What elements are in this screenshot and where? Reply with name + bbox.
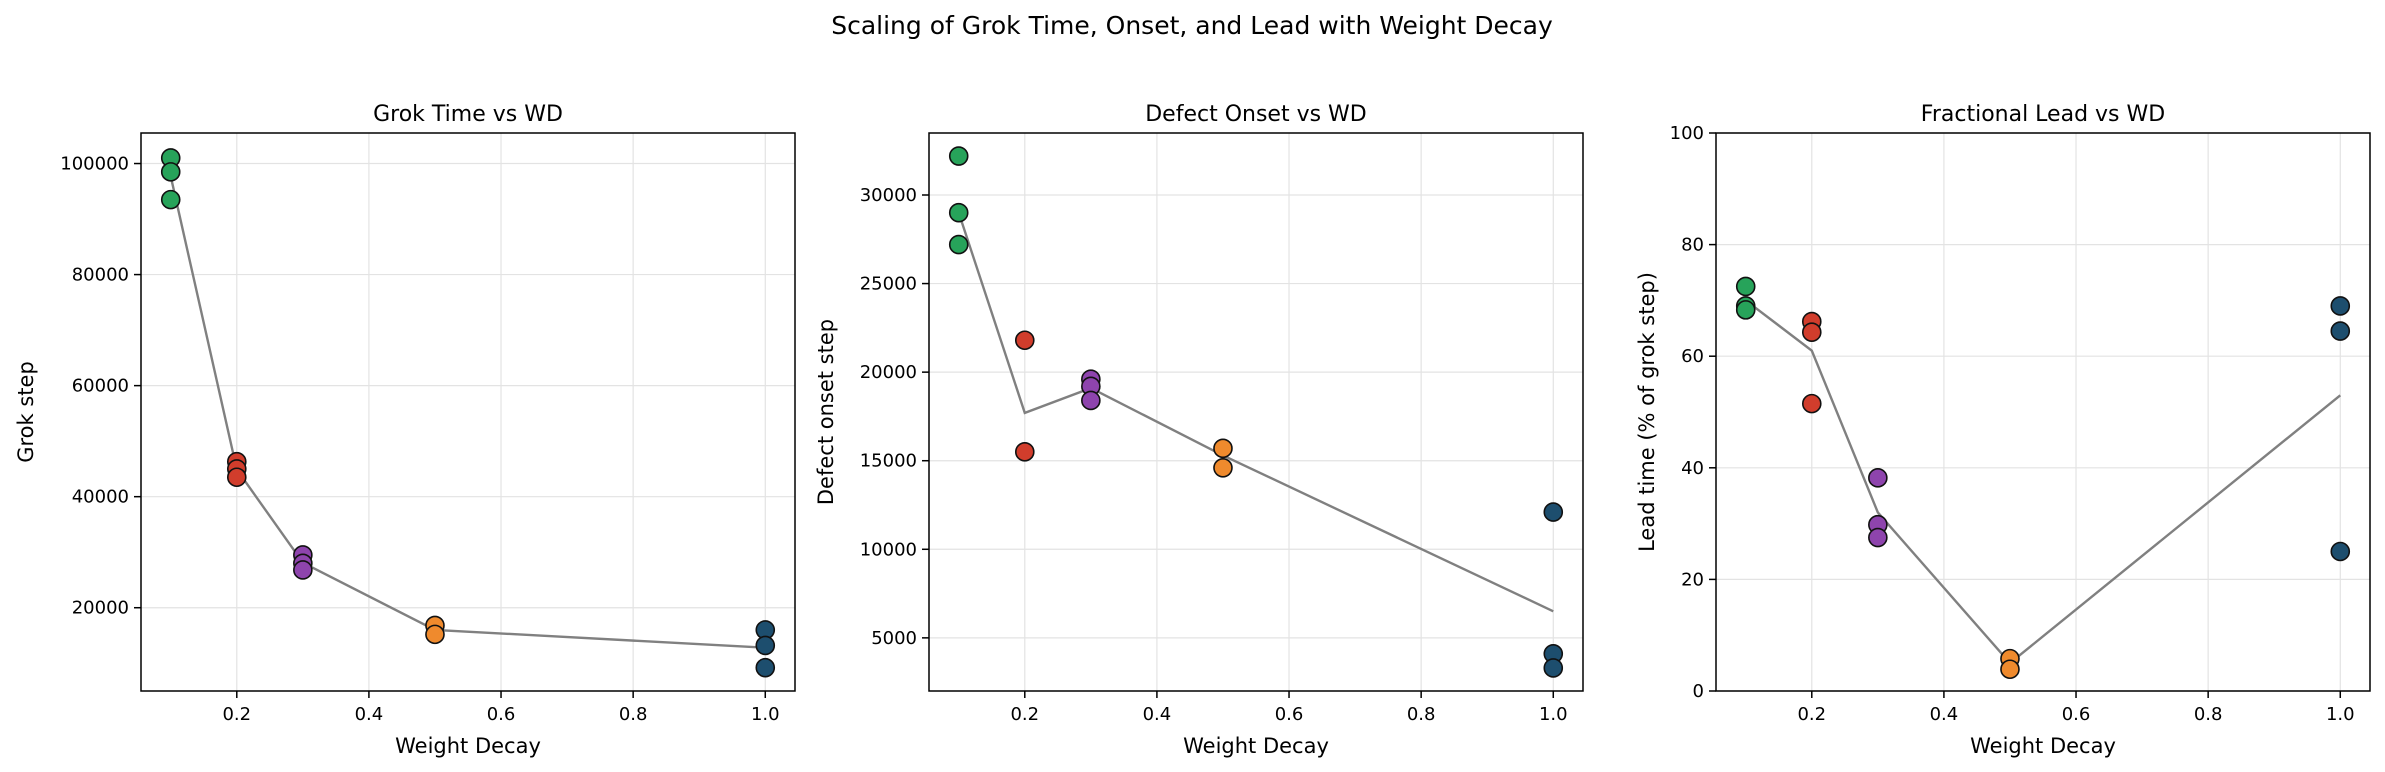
x-tick-label: 0.4 [355, 704, 384, 725]
data-point [1543, 502, 1564, 522]
x-tick-label: 0.6 [487, 704, 516, 725]
data-point [226, 467, 247, 488]
data-point [1868, 527, 1888, 548]
y-tick-label: 15000 [860, 451, 917, 472]
x-tick-label: 0.6 [2062, 704, 2091, 725]
panel-title: Grok Time vs WD [373, 102, 563, 127]
x-tick-label: 0.2 [1010, 704, 1039, 725]
y-tick-label: 20 [1681, 569, 1704, 590]
y-tick-label: 10000 [860, 539, 917, 560]
mean-trend-line [169, 176, 766, 649]
x-tick-label: 0.4 [1143, 704, 1172, 725]
data-point [2330, 541, 2351, 562]
data-point [293, 560, 313, 580]
data-point [948, 202, 969, 223]
data-point [1801, 393, 1822, 414]
y-tick-label: 80 [1681, 235, 1704, 256]
data-point [755, 635, 776, 656]
x-tick-label: 0.8 [1407, 704, 1436, 725]
x-tick-label: 0.2 [1797, 704, 1826, 725]
data-point [755, 657, 776, 678]
y-tick-label: 20000 [72, 598, 129, 619]
y-tick-label: 30000 [860, 185, 917, 206]
y-axis-label: Grok step [14, 361, 38, 463]
y-tick-label: 40 [1681, 458, 1704, 479]
axes-frame [1715, 132, 2371, 692]
data-point [1081, 390, 1101, 411]
data-point [2330, 296, 2351, 316]
x-tick-label: 0.8 [2194, 704, 2223, 725]
data-point [1014, 330, 1035, 351]
x-tick-label: 0.2 [222, 704, 251, 725]
data-point [1543, 658, 1564, 678]
y-tick-label: 20000 [860, 362, 917, 383]
data-point [2000, 659, 2020, 680]
axes-frame [140, 132, 796, 692]
data-point [160, 162, 181, 182]
y-tick-label: 80000 [72, 265, 129, 286]
data-point [1801, 322, 1822, 343]
x-tick-label: 1.0 [1539, 704, 1568, 725]
panel-2: 0.2 0.4 0.6 0.8 1.0 5000 10000 15000 20000 25000 3… [814, 102, 1584, 758]
data-point [1735, 300, 1756, 320]
data-point [425, 624, 445, 645]
x-axis-label: Weight Decay [395, 734, 541, 758]
x-tick-label: 1.0 [751, 704, 780, 725]
y-tick-label: 60000 [72, 376, 129, 397]
data-point [1213, 457, 1233, 478]
data-point [2330, 321, 2351, 341]
x-axis-label: Weight Decay [1183, 734, 1329, 758]
data-point [948, 234, 969, 255]
y-tick-label: 100 [1670, 123, 1704, 144]
axes-frame [928, 132, 1584, 692]
x-tick-label: 0.4 [1930, 704, 1959, 725]
y-axis-label: Defect onset step [814, 319, 838, 505]
x-tick-label: 0.8 [619, 704, 648, 725]
y-tick-label: 40000 [72, 487, 129, 508]
y-tick-label: 5000 [871, 628, 917, 649]
data-point [160, 189, 181, 210]
panel-title: Fractional Lead vs WD [1921, 102, 2165, 127]
data-point [1735, 276, 1756, 297]
x-axis-label: Weight Decay [1970, 734, 2116, 758]
figure-suptitle: Scaling of Grok Time, Onset, and Lead wi… [831, 11, 1553, 40]
y-tick-label: 60 [1681, 346, 1704, 367]
y-tick-label: 0 [1693, 681, 1704, 702]
y-tick-label: 100000 [60, 154, 129, 175]
data-point [1868, 468, 1888, 488]
y-tick-label: 25000 [860, 274, 917, 295]
y-axis-label: Lead time (% of grok step) [1635, 272, 1659, 552]
panels: 0.2 0.4 0.6 0.8 1.02000040000600008000010000… [14, 102, 2371, 758]
data-point [1014, 442, 1035, 462]
mean-trend-line [957, 212, 1554, 613]
panel-title: Defect Onset vs WD [1145, 102, 1367, 127]
panel-3: 0.2 0.4 0.6 0.8 1.0 0 20 40 60 80 100 Fractional Le… [1635, 102, 2371, 758]
x-tick-label: 1.0 [2326, 704, 2355, 725]
data-point [1213, 438, 1233, 459]
data-point [948, 146, 969, 166]
x-tick-label: 0.6 [1275, 704, 1304, 725]
panel-1: 0.2 0.4 0.6 0.8 1.0 20000 40000 60000 80000 10000… [14, 102, 796, 758]
mean-trend-line [1745, 299, 2342, 665]
